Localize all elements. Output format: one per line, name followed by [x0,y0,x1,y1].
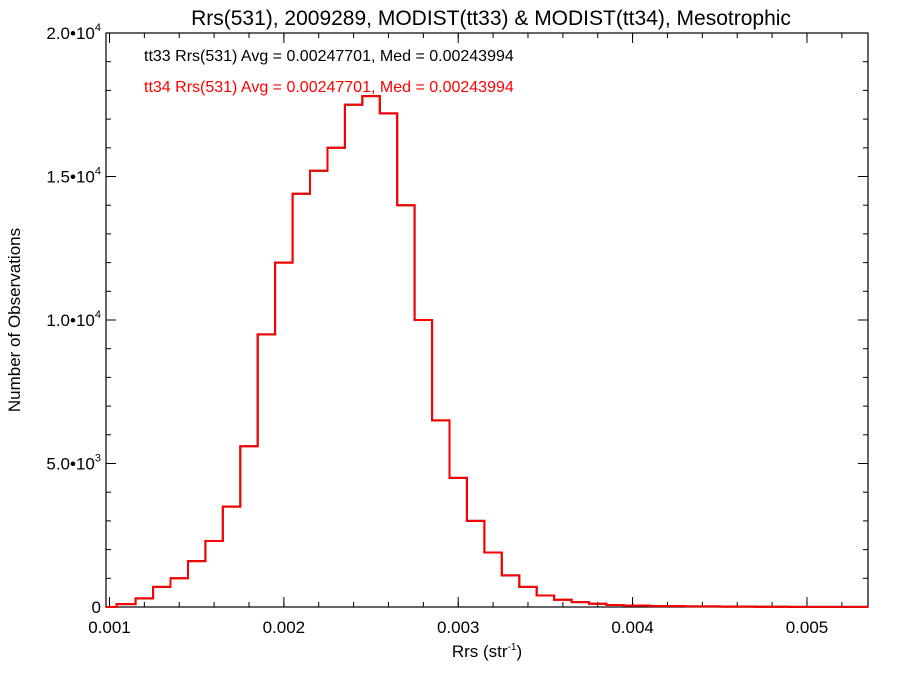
x-axis-label-close: ) [516,642,522,661]
y-tick-label-exponent: 4 [95,22,101,34]
y-tick-label-base: 1.0•10 [46,311,95,330]
annotation-tt34: tt34 Rrs(531) Avg = 0.00247701, Med = 0.… [144,79,514,96]
annotation-tt33: tt33 Rrs(531) Avg = 0.00247701, Med = 0.… [144,48,514,65]
x-axis-label-sup: -1 [508,642,517,653]
y-tick-label: 0 [92,598,101,617]
x-axis-label-text: Rrs (str [452,642,508,661]
y-tick-label: 1.5•104 [46,166,101,187]
plot-frame [105,32,869,608]
series-line-tt33 [106,95,868,608]
y-tick-label-base: 0 [92,598,101,617]
chart-title: Rrs(531), 2009289, MODIST(tt33) & MODIST… [191,7,791,30]
y-tick-label-base: 1.5•10 [46,168,95,187]
y-axis-label: Number of Observations [5,228,24,412]
y-tick-label-exponent: 3 [95,453,101,465]
x-tick-label: 0.005 [786,618,829,637]
x-tick-label: 0.002 [263,618,306,637]
series-line-tt34 [106,95,868,608]
y-tick-label: 2.0•104 [46,22,101,43]
y-tick-label: 5.0•103 [46,453,101,474]
x-tick-label: 0.003 [437,618,480,637]
y-tick-label-exponent: 4 [95,309,101,321]
y-tick-label-base: 5.0•10 [46,455,95,474]
y-tick-label-base: 2.0•10 [46,24,95,43]
x-tick-label: 0.004 [611,618,654,637]
x-axis-label: Rrs (str-1) [452,642,522,661]
annotations: tt33 Rrs(531) Avg = 0.00247701, Med = 0.… [144,48,514,96]
y-tick-label: 1.0•104 [46,309,101,330]
y-tick-label-exponent: 4 [95,166,101,178]
x-tick-label: 0.001 [88,618,131,637]
plot-area-border [105,32,869,608]
x-axis-ticks: 0.001 0.002 0.003 0.004 0.005 [88,33,843,637]
series-group [106,95,868,608]
